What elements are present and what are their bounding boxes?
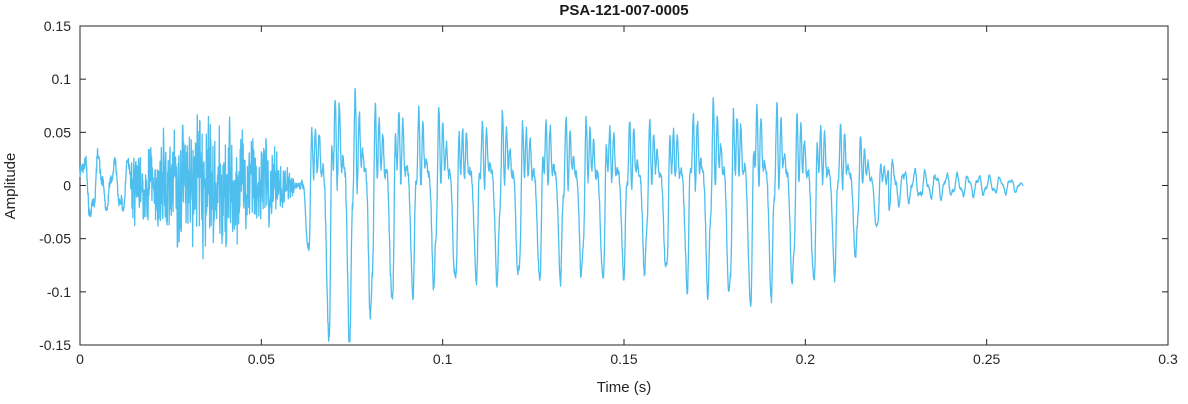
y-axis-label: Amplitude [2, 153, 19, 220]
x-tick-label: 0.3 [1158, 351, 1178, 367]
chart-title: PSA-121-007-0005 [559, 2, 688, 19]
x-tick-label: 0.25 [973, 351, 1000, 367]
x-tick-label: 0.2 [796, 351, 816, 367]
x-axis-label: Time (s) [597, 379, 651, 396]
y-tick-label: 0 [63, 178, 71, 194]
waveform-path [79, 88, 1024, 343]
x-tick-label: 0.05 [248, 351, 275, 367]
x-tick-label: 0.1 [433, 351, 453, 367]
y-tick-label: -0.1 [47, 284, 71, 300]
y-tick-label: 0.15 [44, 18, 71, 34]
y-tick-label: -0.05 [39, 231, 71, 247]
waveform-series [79, 88, 1024, 343]
y-tick-label: 0.1 [52, 71, 72, 87]
y-tick-label: 0.05 [44, 124, 71, 140]
axes [79, 25, 1169, 346]
y-tick-label: -0.15 [39, 337, 71, 353]
x-tick-label: 0.15 [610, 351, 637, 367]
x-tick-label: 0 [76, 351, 84, 367]
tick-labels: 0 0.05 0.1 0.15 0.2 0.25 0.3 -0.15 -0.1 -0.05 0 0.0… [39, 18, 1178, 367]
